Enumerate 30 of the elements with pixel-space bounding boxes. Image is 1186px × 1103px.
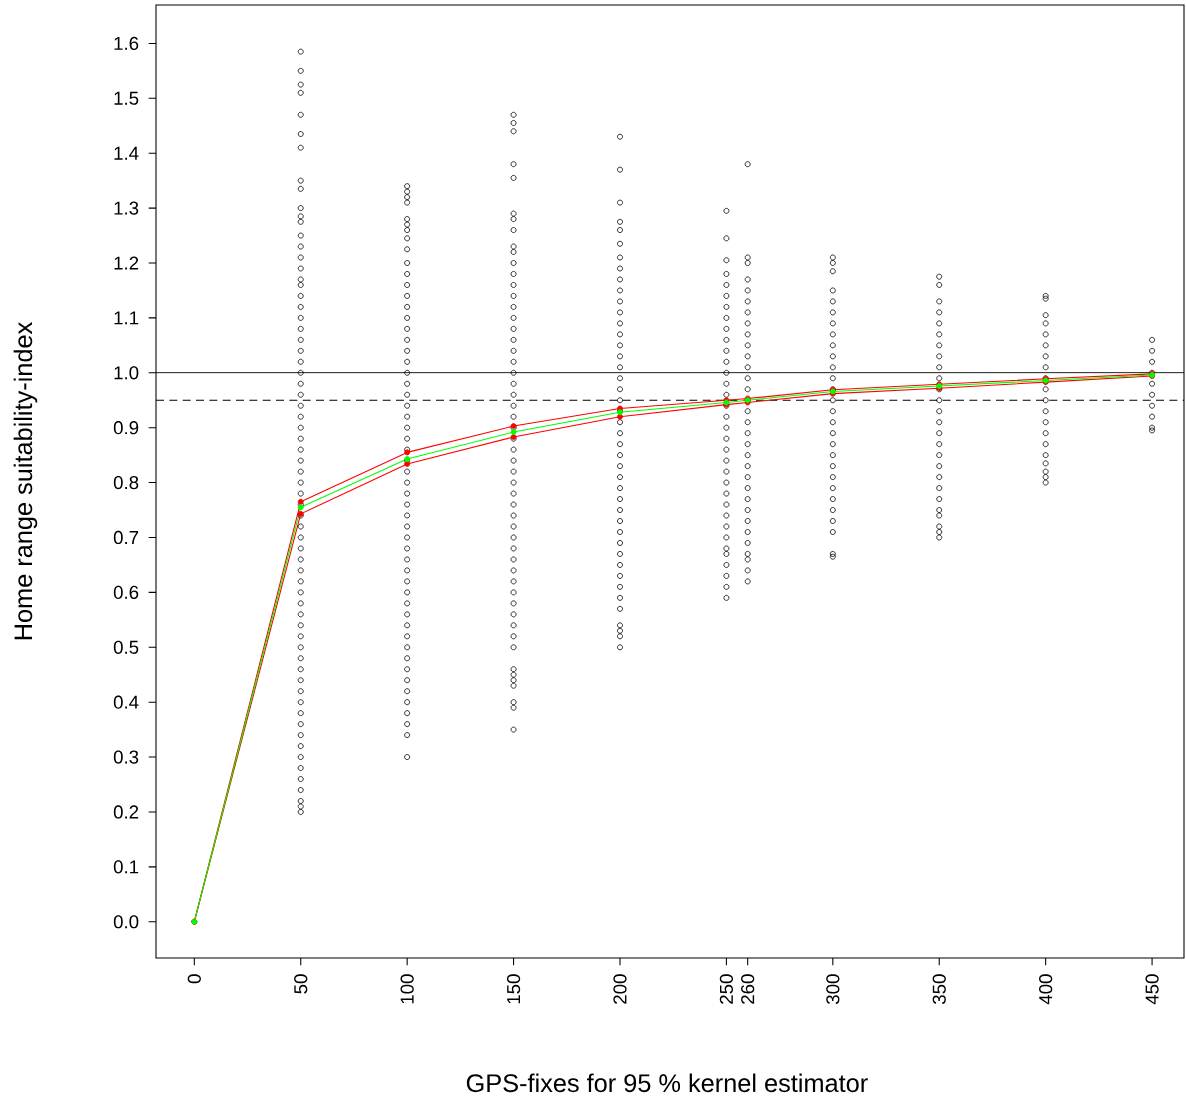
y-tick-label: 0.5 [113,640,139,654]
x-axis-title: GPS-fixes for 95 % kernel estimator [466,1073,868,1093]
y-tick-label: 1.0 [114,366,139,380]
y-tick-label: 0.1 [113,860,139,874]
y-tick-label: 0.8 [113,475,139,490]
y-tick-label: 1.2 [114,256,139,270]
x-tick-label: 260 [741,974,755,1004]
y-tick-label: 1.1 [114,311,139,325]
x-tick-label: 450 [1145,974,1159,1005]
y-tick-label: 0.4 [113,695,139,709]
y-tick-label: 0.9 [113,421,139,435]
x-tick-label: 100 [400,974,414,1004]
x-tick-label: 50 [294,974,308,994]
y-axis-title: Home range suitability-index [13,322,38,640]
x-tick-label: 200 [613,974,627,1004]
y-tick-label: 0.2 [113,805,139,819]
y-tick-label: 0.7 [113,530,139,545]
x-tick-label: 150 [506,974,521,1004]
y-tick-label: 0.3 [113,750,139,764]
x-tick-label: 350 [932,974,946,1005]
y-tick-label: 1.4 [114,146,139,160]
x-tick-label: 0 [187,974,201,984]
y-tick-label: 0.0 [113,915,139,929]
x-tick-label: 400 [1039,974,1053,1005]
x-tick-label: 300 [826,974,840,1005]
y-tick-label: 1.5 [114,91,139,105]
x-tick-label: 250 [719,974,734,1004]
y-tick-label: 0.6 [113,585,139,599]
y-tick-label: 1.6 [114,36,139,51]
y-tick-label: 1.3 [114,201,139,215]
